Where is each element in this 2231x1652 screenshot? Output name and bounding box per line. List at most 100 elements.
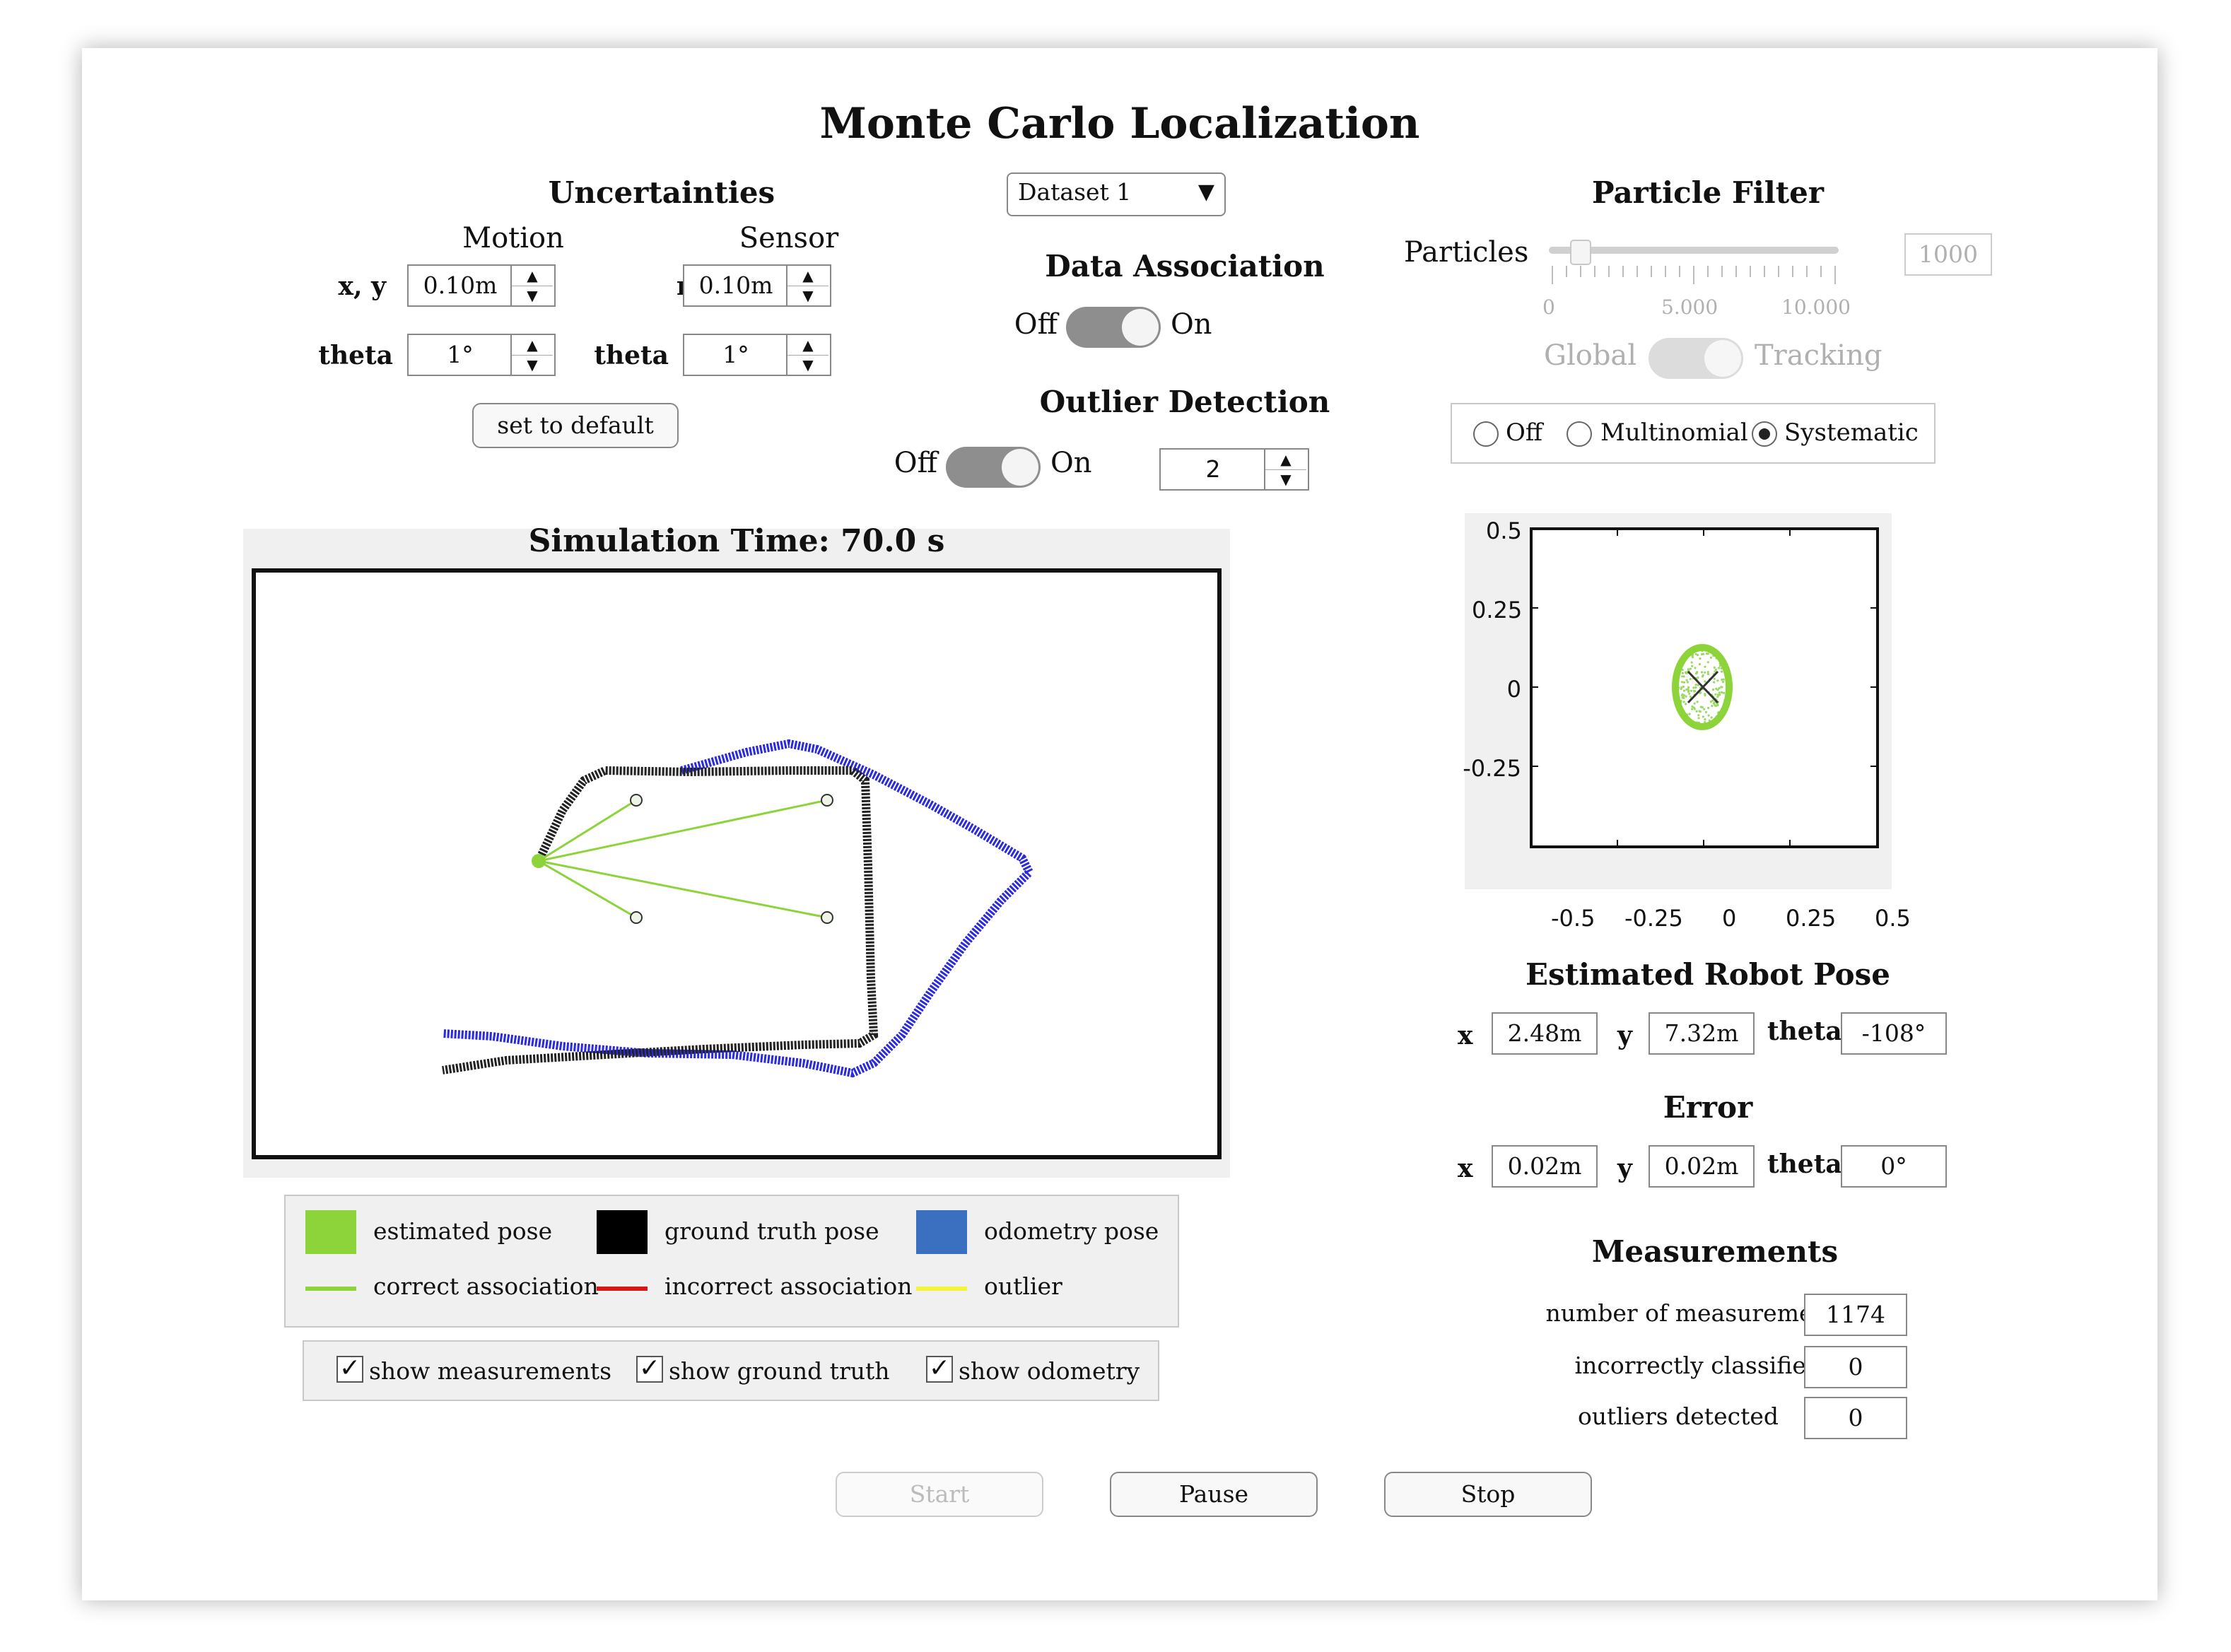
- particle-dot: [1691, 664, 1694, 667]
- number-of-measurements-field[interactable]: 1174: [1804, 1294, 1907, 1336]
- set-to-default-button[interactable]: set to default: [472, 403, 679, 448]
- resampling-radio-off[interactable]: [1473, 421, 1499, 447]
- sensor-r-value[interactable]: 0.10m: [698, 271, 773, 299]
- sensor-theta-label: theta: [594, 341, 669, 370]
- err-y-field[interactable]: 0.02m: [1649, 1145, 1755, 1188]
- particle-dot: [1718, 664, 1721, 667]
- motion-xy-spinner[interactable]: 0.10m ▲ ▼: [407, 264, 556, 307]
- particle-dot: [1697, 676, 1699, 679]
- particle-ytick-1: 0.25: [1472, 597, 1523, 623]
- spinner-up-icon[interactable]: ▲: [512, 335, 553, 356]
- err-y-label: y: [1617, 1154, 1632, 1183]
- start-button[interactable]: Start: [836, 1472, 1043, 1517]
- particle-dot: [1718, 691, 1721, 694]
- particles-slider[interactable]: [1538, 233, 1856, 325]
- spinner-up-icon[interactable]: ▲: [512, 266, 553, 286]
- sensor-theta-value[interactable]: 1°: [722, 341, 749, 368]
- outliers-detected-field[interactable]: 0: [1804, 1397, 1907, 1439]
- sensor-r-spinner[interactable]: 0.10m ▲ ▼: [683, 264, 831, 307]
- resampling-radio-multinomial[interactable]: [1567, 421, 1592, 447]
- spinner-down-icon[interactable]: ▼: [527, 287, 538, 304]
- odometry-trajectory: [442, 739, 1035, 1078]
- spinner-up-icon[interactable]: ▲: [1265, 450, 1306, 470]
- motion-theta-spinner[interactable]: 1° ▲ ▼: [407, 334, 556, 376]
- particle-dot: [1698, 710, 1701, 713]
- number-of-measurements-label: number of measurements: [1545, 1299, 1849, 1327]
- legend-estimated-pose: estimated pose: [373, 1217, 553, 1245]
- particle-dot: [1681, 675, 1684, 678]
- particle-dot: [1699, 691, 1702, 694]
- legend-incorrect-association: incorrect association: [664, 1272, 913, 1300]
- particle-dot: [1711, 705, 1714, 708]
- particle-dot: [1687, 668, 1690, 671]
- particle-dot: [1691, 655, 1694, 657]
- particle-dot: [1697, 717, 1700, 720]
- spinner-down-icon[interactable]: ▼: [527, 356, 538, 373]
- toggle-knob: [1704, 340, 1741, 377]
- sensor-theta-spinner[interactable]: 1° ▲ ▼: [683, 334, 831, 376]
- particle-plot[interactable]: [1530, 527, 1879, 848]
- simulation-map[interactable]: [252, 568, 1222, 1159]
- err-theta-label: theta: [1767, 1149, 1842, 1179]
- motion-theta-label: theta: [318, 341, 393, 370]
- legend-panel: estimated pose ground truth pose odometr…: [284, 1195, 1179, 1328]
- particle-dot: [1713, 666, 1716, 669]
- spinner-down-icon[interactable]: ▼: [1280, 471, 1292, 488]
- particle-dot: [1721, 678, 1723, 681]
- particle-dot: [1713, 701, 1716, 704]
- particles-count-field[interactable]: 1000: [1904, 233, 1992, 276]
- motion-theta-value[interactable]: 1°: [447, 341, 474, 368]
- est-theta-field[interactable]: -108°: [1841, 1012, 1947, 1055]
- particle-dot: [1688, 713, 1691, 715]
- particle-dot: [1714, 668, 1717, 671]
- tracking-label: Tracking: [1755, 339, 1882, 372]
- particle-dot: [1711, 699, 1714, 702]
- est-y-field[interactable]: 7.32m: [1649, 1012, 1755, 1055]
- particle-dot: [1689, 667, 1692, 670]
- resampling-radio-systematic[interactable]: [1752, 421, 1777, 447]
- slider-thumb[interactable]: [1570, 240, 1591, 265]
- motion-label: Motion: [462, 222, 564, 254]
- particle-dot: [1695, 710, 1698, 713]
- sensor-r-label: r: [619, 271, 690, 301]
- show-odometry-checkbox[interactable]: ✓: [926, 1356, 953, 1383]
- err-theta-field[interactable]: 0°: [1841, 1145, 1947, 1188]
- particle-dot: [1682, 681, 1685, 684]
- particle-dot: [1707, 714, 1710, 717]
- global-tracking-toggle[interactable]: [1649, 338, 1743, 379]
- dataset-dropdown[interactable]: Dataset 1 ▼: [1007, 172, 1226, 216]
- particle-dot: [1693, 702, 1696, 705]
- resampling-group: Off Multinomial Systematic: [1451, 403, 1936, 464]
- odometry-swatch: [916, 1210, 967, 1254]
- spinner-down-icon[interactable]: ▼: [802, 356, 814, 373]
- particle-dot: [1700, 653, 1704, 656]
- particle-dot: [1700, 671, 1703, 674]
- particle-dot: [1709, 656, 1712, 659]
- incorrectly-classified-field[interactable]: 0: [1804, 1346, 1907, 1388]
- outlier-threshold-spinner[interactable]: 2 ▲ ▼: [1159, 448, 1309, 491]
- particle-dot: [1692, 686, 1695, 689]
- motion-xy-value[interactable]: 0.10m: [423, 271, 498, 299]
- spinner-up-icon[interactable]: ▲: [787, 335, 828, 356]
- particle-dot: [1685, 679, 1688, 681]
- particle-dot: [1713, 681, 1716, 684]
- pause-button[interactable]: Pause: [1110, 1472, 1318, 1517]
- show-ground-truth-checkbox[interactable]: ✓: [636, 1356, 663, 1383]
- outlier-detection-toggle[interactable]: [946, 447, 1041, 488]
- particle-dot: [1715, 687, 1718, 690]
- particle-dot: [1706, 671, 1709, 674]
- outlier-threshold-value[interactable]: 2: [1205, 455, 1221, 483]
- spinner-up-icon[interactable]: ▲: [787, 266, 828, 286]
- particle-dot: [1718, 667, 1721, 669]
- est-x-field[interactable]: 2.48m: [1492, 1012, 1598, 1055]
- show-options-panel: ✓ show measurements ✓ show ground truth …: [303, 1340, 1159, 1401]
- show-measurements-checkbox[interactable]: ✓: [336, 1356, 363, 1383]
- err-x-field[interactable]: 0.02m: [1492, 1145, 1598, 1188]
- particle-dot: [1681, 693, 1684, 696]
- est-x-label: x: [1458, 1021, 1473, 1050]
- data-association-toggle[interactable]: [1066, 307, 1161, 348]
- particle-dot: [1722, 691, 1726, 694]
- stop-button[interactable]: Stop: [1384, 1472, 1592, 1517]
- spinner-down-icon[interactable]: ▼: [802, 287, 814, 304]
- particle-dot: [1699, 657, 1702, 660]
